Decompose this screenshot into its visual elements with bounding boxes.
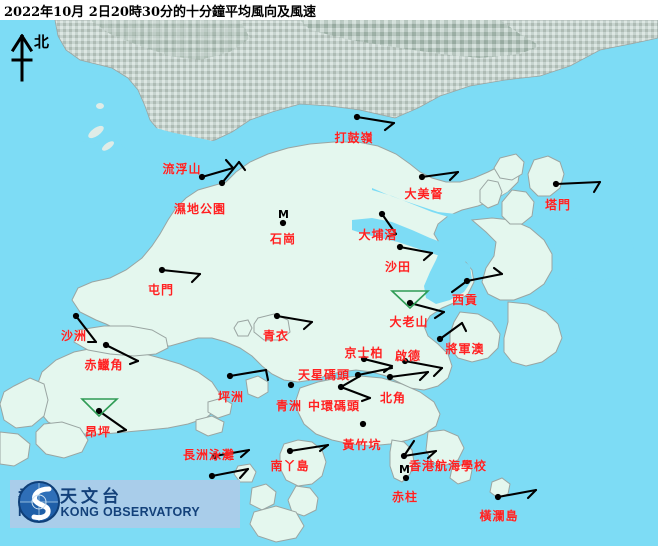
station-label[interactable]: 濕地公園 [173,202,227,216]
station-label[interactable]: 坪洲 [217,390,245,404]
map-geography [0,20,658,546]
station-label[interactable]: 沙洲 [60,329,88,343]
station-label[interactable]: 大老山 [389,315,429,329]
station-label[interactable]: 赤鱲角 [84,358,124,372]
station-label[interactable]: 將軍澳 [445,342,485,356]
station-label[interactable]: 打鼓嶺 [334,131,374,145]
station-label[interactable]: 青洲 [275,399,303,413]
station-label[interactable]: 沙田 [384,260,412,274]
wind-barb-layer: M M [72,113,602,501]
logo-name-en: HONG KONG OBSERVATORY [18,505,201,520]
station-label[interactable]: 大美督 [404,187,444,201]
station-label[interactable]: 中環碼頭 [307,399,361,413]
north-label: 北 [34,33,50,51]
station-label[interactable]: 黃竹坑 [342,438,382,452]
station-label[interactable]: 橫瀾島 [479,509,519,523]
marker-letter-m: M [399,463,410,476]
title-bar: 2022年10月 2日20時30分的十分鐘平均風向及風速 [0,0,658,20]
station-label[interactable]: 昂坪 [84,425,112,439]
station-label[interactable]: 塔門 [544,198,572,212]
station-label[interactable]: 南丫島 [270,459,310,473]
station-label[interactable]: 青衣 [262,329,290,343]
station-label[interactable]: 屯門 [147,283,175,297]
marker-letter-m: M [278,208,289,221]
station-label[interactable]: 北角 [379,391,407,405]
station-label[interactable]: 流浮山 [162,162,202,176]
station-label[interactable]: 大埔滘 [358,228,398,242]
mountain-station-marker [80,398,120,418]
hko-swirl-icon [18,481,60,523]
station-label[interactable]: 赤柱 [391,490,419,504]
station-label[interactable]: 石崗 [269,232,297,246]
station-label[interactable]: 天星碼頭 [297,368,351,382]
station-label[interactable]: 香港航海學校 [408,459,488,473]
station-label[interactable]: 京士柏 [344,346,384,360]
page-title: 2022年10月 2日20時30分的十分鐘平均風向及風速 [4,5,317,20]
station-label[interactable]: 西貢 [451,293,479,307]
mountain-station-marker [389,290,431,310]
hko-logo: 香港天文台 HONG KONG OBSERVATORY [10,480,240,528]
north-arrow: 北 [6,26,52,86]
map-canvas[interactable]: M M 北 流浮山濕地公園石崗 打鼓嶺大美督塔門大埔滘沙田屯門青衣 [0,20,658,546]
station-label[interactable]: 啟德 [394,349,422,363]
station-label[interactable]: 長洲泳灘 [182,448,236,462]
